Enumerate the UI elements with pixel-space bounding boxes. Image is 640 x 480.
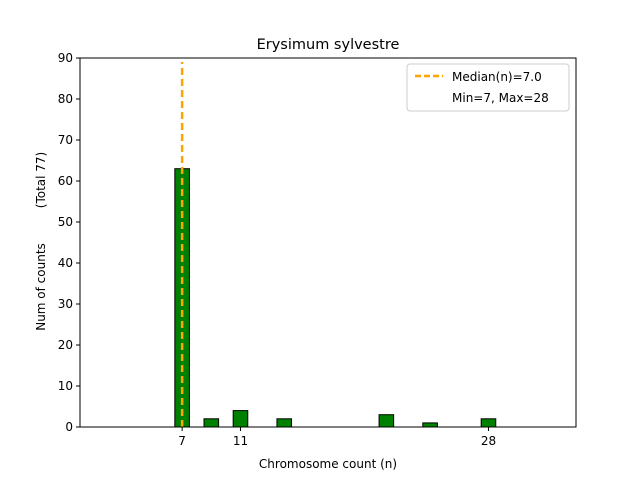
x-axis: 7 11 28 bbox=[178, 427, 496, 448]
bar bbox=[378, 414, 395, 428]
bar bbox=[232, 410, 249, 428]
legend-minmax-label: Min=7, Max=28 bbox=[452, 91, 549, 105]
y-tick-label: 90 bbox=[58, 51, 73, 65]
y-tick-label: 10 bbox=[58, 379, 73, 393]
y-tick-label: 20 bbox=[58, 338, 73, 352]
bar bbox=[480, 418, 497, 428]
y-tick-label: 0 bbox=[65, 420, 73, 434]
bar bbox=[276, 418, 293, 428]
x-tick-label: 7 bbox=[178, 434, 186, 448]
legend: Median(n)=7.0 Min=7, Max=28 bbox=[406, 63, 570, 112]
legend-median-label: Median(n)=7.0 bbox=[452, 70, 542, 84]
x-tick-label: 11 bbox=[233, 434, 248, 448]
x-axis-label: Chromosome count (n) bbox=[259, 457, 397, 471]
y-tick-label: 80 bbox=[58, 92, 73, 106]
chart-title: Erysimum sylvestre bbox=[257, 37, 400, 53]
x-tick-label: 28 bbox=[481, 434, 496, 448]
legend-box bbox=[406, 63, 570, 112]
y-tick-label: 50 bbox=[58, 215, 73, 229]
bars bbox=[174, 168, 497, 428]
y-tick-label: 40 bbox=[58, 256, 73, 270]
y-tick-label: 30 bbox=[58, 297, 73, 311]
y-tick-label: 70 bbox=[58, 133, 73, 147]
y-axis-label: Num of counts bbox=[34, 243, 48, 331]
bar bbox=[422, 422, 438, 428]
y-tick-label: 60 bbox=[58, 174, 73, 188]
bar bbox=[203, 418, 220, 428]
y-axis: 0 10 20 30 40 50 60 70 80 90 bbox=[58, 51, 80, 434]
y-axis-total-label: (Total 77) bbox=[34, 152, 48, 208]
plot-frame bbox=[79, 57, 577, 428]
